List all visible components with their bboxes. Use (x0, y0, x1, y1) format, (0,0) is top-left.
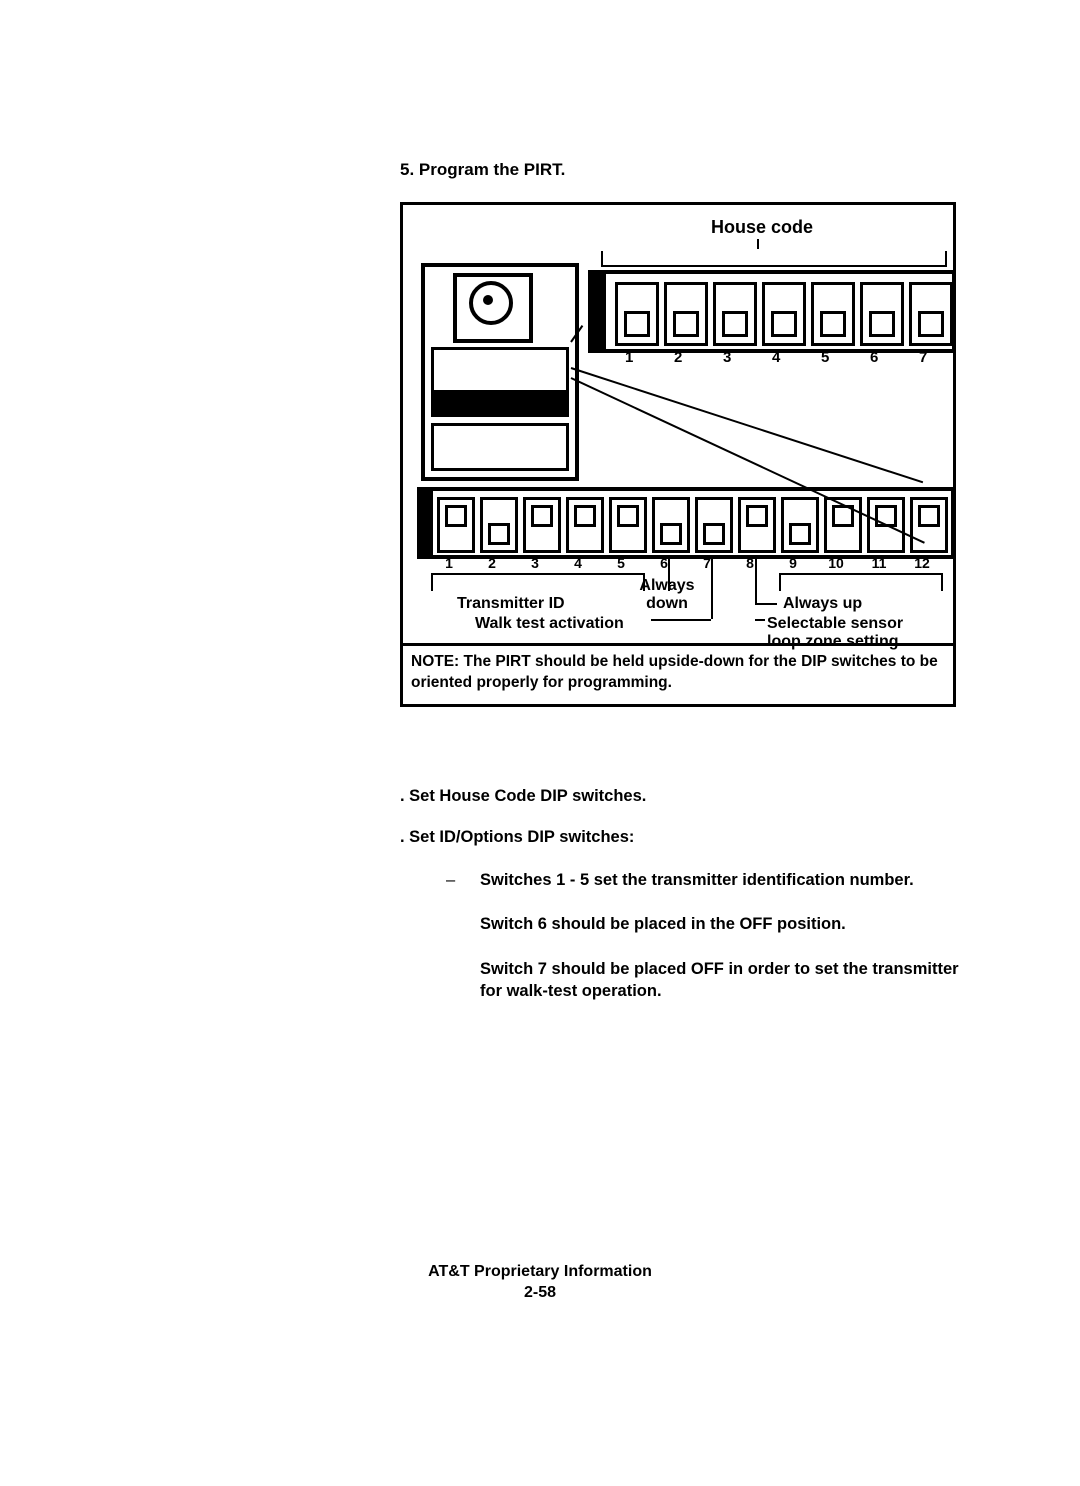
bullet-1: . Set House Code DIP switches. (400, 787, 960, 806)
page-footer: AT&T Proprietary Information 2-58 (0, 1262, 1080, 1304)
dip-knob (771, 311, 797, 337)
page-content: 5. Program the PIRT. House code (400, 160, 960, 1002)
dip7-num: 3 (723, 349, 731, 366)
label-sel-loop1: Selectable sensor (767, 615, 903, 633)
dip-knob (875, 505, 897, 527)
internal-dip (431, 393, 569, 417)
sub-3: Switch 7 should be placed OFF in order t… (480, 958, 960, 1003)
dip12-sidebar (421, 491, 433, 555)
dip12-num: 6 (658, 555, 670, 571)
dip12-switch (695, 497, 733, 553)
label-walk-test: Walk test activation (475, 615, 624, 633)
sub-2: Switch 6 should be placed in the OFF pos… (480, 913, 960, 935)
dip-knob (488, 523, 510, 545)
dip12-num: 5 (615, 555, 627, 571)
dip7-switch (713, 282, 757, 346)
pcb-area (431, 347, 569, 393)
sel-hline (755, 603, 777, 605)
dip-knob (820, 311, 846, 337)
label-always-down: Always down (617, 577, 717, 614)
bracket-selectable (779, 573, 943, 591)
figure-note: NOTE: The PIRT should be held upside-dow… (403, 643, 953, 704)
dip-knob (869, 311, 895, 337)
label-always-text: Always down (639, 577, 694, 614)
dip12-switch (867, 497, 905, 553)
dip12-switch (652, 497, 690, 553)
dip12-switch (566, 497, 604, 553)
dip7-switch (615, 282, 659, 346)
dip12-block (417, 487, 955, 559)
dip12-switch (738, 497, 776, 553)
dip7-num: 1 (625, 349, 633, 366)
dip-knob (918, 311, 944, 337)
dip12-num: 9 (787, 555, 799, 571)
house-code-label: House code (711, 217, 813, 238)
dash-icon: – (446, 869, 455, 891)
dip12-num: 8 (744, 555, 756, 571)
dip12-num: 12 (912, 555, 932, 571)
dip12-switch (781, 497, 819, 553)
dip7-switch (811, 282, 855, 346)
dip12-switch (523, 497, 561, 553)
dip12-switch (824, 497, 862, 553)
dip12-switch (910, 497, 948, 553)
dip12-switch (609, 497, 647, 553)
dip-knob (789, 523, 811, 545)
dip7-num: 2 (674, 349, 682, 366)
dip-knob (703, 523, 725, 545)
sel-hline2 (755, 619, 765, 621)
dip12-num: 3 (529, 555, 541, 571)
dip7-num: 4 (772, 349, 780, 366)
dip7-num: 6 (870, 349, 878, 366)
walk-hline (651, 619, 711, 621)
dip-knob (918, 505, 940, 527)
dip12-num: 2 (486, 555, 498, 571)
dip-knob (746, 505, 768, 527)
dip7-num: 7 (919, 349, 927, 366)
dip-knob (624, 311, 650, 337)
dip-knob (660, 523, 682, 545)
footer-line2: 2-58 (0, 1283, 1080, 1304)
footer-line1: AT&T Proprietary Information (0, 1262, 1080, 1283)
dip-knob (445, 505, 467, 527)
label-always-up: Always up (783, 595, 862, 613)
zoom-line (571, 367, 924, 483)
dip7-switch (762, 282, 806, 346)
dip12-num: 10 (826, 555, 846, 571)
device-bottom (431, 423, 569, 471)
house-tick (757, 239, 759, 249)
dip7-switch (909, 282, 953, 346)
dip7-switch (860, 282, 904, 346)
dip-knob (531, 505, 553, 527)
dip7-switch (664, 282, 708, 346)
pirt-device (421, 263, 579, 481)
step-heading: 5. Program the PIRT. (400, 160, 960, 180)
dip7-num: 5 (821, 349, 829, 366)
house-bracket (601, 251, 947, 267)
dip7-block (588, 270, 956, 353)
label-transmitter-id: Transmitter ID (457, 595, 565, 613)
bracket-transmitter (431, 573, 645, 591)
dip12-switch (480, 497, 518, 553)
dip12-switch (437, 497, 475, 553)
dip-knob (617, 505, 639, 527)
dip-knob (673, 311, 699, 337)
dip-knob (722, 311, 748, 337)
dip12-num: 11 (869, 555, 889, 571)
dip7-sidebar (592, 274, 606, 349)
figure-box: House code Transmitter ID (400, 202, 956, 707)
bullet-list: . Set House Code DIP switches. . Set ID/… (400, 787, 960, 1002)
dip12-num: 1 (443, 555, 455, 571)
dip12-num: 4 (572, 555, 584, 571)
dip-knob (832, 505, 854, 527)
dip12-num: 7 (701, 555, 713, 571)
sub-1: –Switches 1 - 5 set the transmitter iden… (480, 869, 960, 891)
dip-knob (574, 505, 596, 527)
lens-icon (469, 281, 513, 325)
bullet-2: . Set ID/Options DIP switches: (400, 828, 960, 847)
